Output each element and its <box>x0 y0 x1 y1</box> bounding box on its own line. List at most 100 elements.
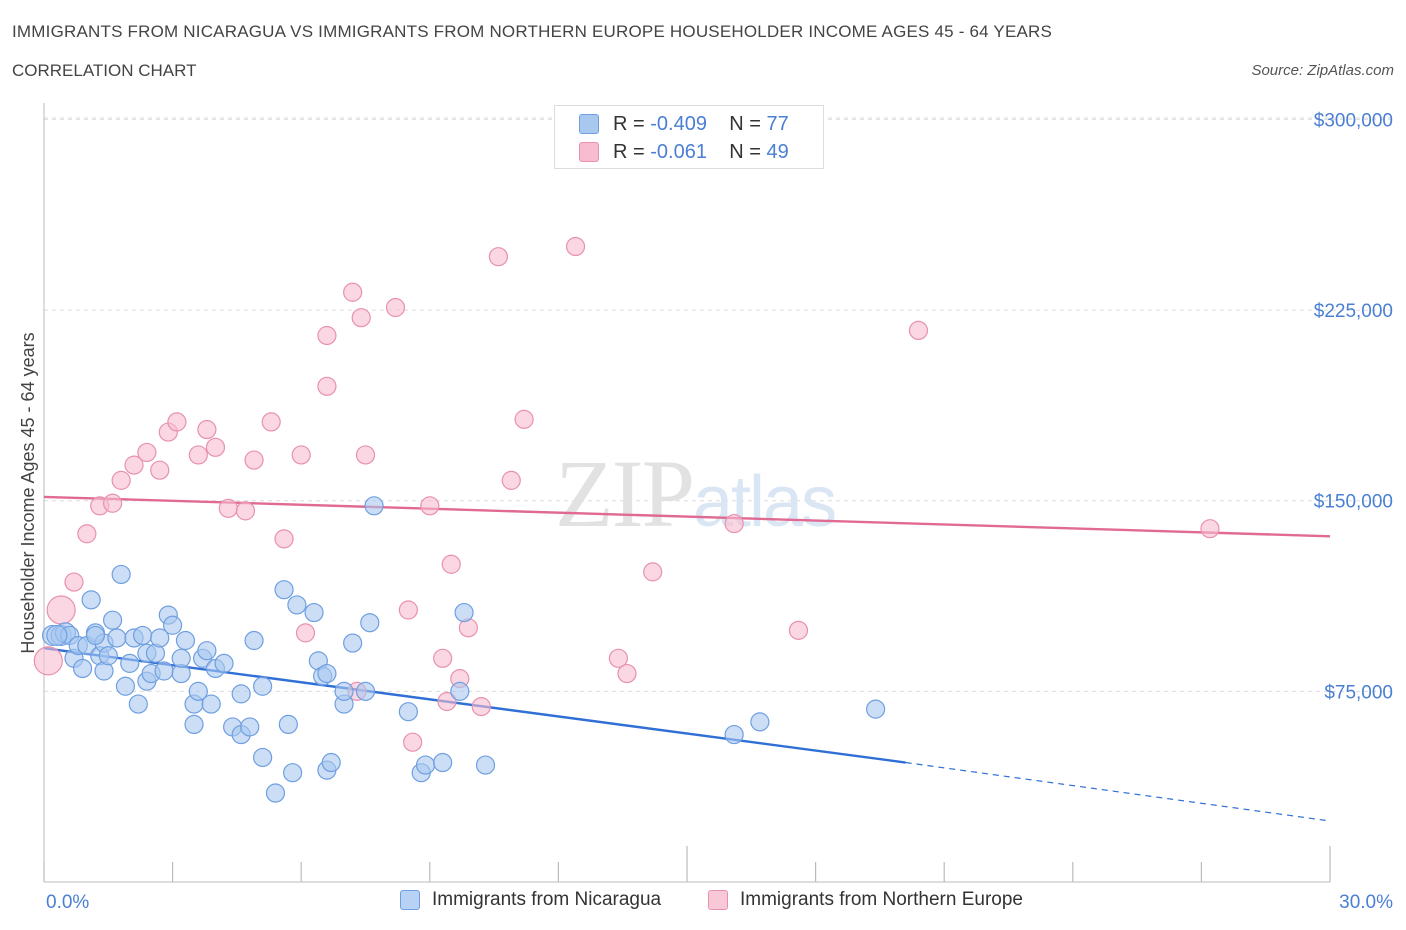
data-point <box>197 419 217 440</box>
data-point <box>317 376 337 396</box>
data-point <box>201 694 221 714</box>
data-point <box>433 752 453 773</box>
trend-line-extension <box>905 761 1331 822</box>
data-point <box>724 513 744 534</box>
stats-legend: R = -0.409 N = 77 R = -0.061 N = 49 <box>554 105 824 169</box>
data-point <box>132 625 153 646</box>
data-point <box>111 564 131 585</box>
data-point <box>608 648 629 668</box>
data-point <box>214 653 234 673</box>
data-point <box>398 702 418 722</box>
y-tick-label: $150,000 <box>1314 492 1393 513</box>
x-tick-label: 0.0% <box>46 892 89 913</box>
data-point <box>355 681 376 701</box>
data-point <box>120 653 140 673</box>
data-point <box>501 470 521 490</box>
data-point <box>287 595 307 615</box>
chart-subtitle: CORRELATION CHART <box>12 61 197 80</box>
source-label: Source: ZipAtlas.com <box>1251 62 1394 79</box>
legend-item-northern-europe[interactable]: Immigrants from Northern Europe <box>708 889 1023 911</box>
r-value: -0.061 <box>650 140 707 163</box>
data-point <box>150 628 170 648</box>
axes-layer <box>43 103 1331 883</box>
data-point <box>111 470 131 490</box>
y-tick-label: $225,000 <box>1314 301 1393 322</box>
data-point <box>317 325 337 346</box>
legend-item-nicaragua[interactable]: Immigrants from Nicaragua <box>400 889 661 911</box>
data-point <box>188 445 208 465</box>
data-point <box>420 496 440 516</box>
data-point <box>98 646 118 666</box>
data-point <box>295 623 316 643</box>
data-point <box>274 529 294 549</box>
data-point <box>171 648 191 668</box>
data-point <box>244 630 264 651</box>
data-point <box>265 783 286 803</box>
y-tick-label: $300,000 <box>1314 110 1393 131</box>
data-point <box>364 496 384 516</box>
data-point <box>283 763 303 783</box>
nicaragua-swatch <box>579 114 599 134</box>
r-label: R = <box>613 112 645 135</box>
data-point <box>244 450 264 470</box>
data-point <box>167 412 187 432</box>
data-point <box>197 641 217 661</box>
data-point <box>403 732 423 752</box>
data-point <box>205 437 226 457</box>
data-point <box>102 610 123 630</box>
x-tick-label: 30.0% <box>1339 892 1393 913</box>
y-axis-label: Householder Income Ages 45 - 64 years <box>18 332 38 653</box>
r-value: -0.409 <box>650 112 707 135</box>
data-point <box>175 630 196 651</box>
data-point <box>454 602 474 623</box>
y-tick-label: $75,000 <box>1324 682 1393 703</box>
data-point <box>115 676 136 696</box>
data-point <box>617 663 637 684</box>
data-point <box>163 615 183 635</box>
data-point <box>343 633 363 653</box>
data-point <box>351 308 371 328</box>
data-point <box>33 646 63 676</box>
northern-europe-swatch <box>579 142 599 162</box>
data-point <box>124 455 144 475</box>
data-point <box>137 442 157 463</box>
watermark-text: ZIPatlas <box>555 440 835 547</box>
data-point <box>908 320 929 340</box>
series-legend: Immigrants from Nicaragua Immigrants fro… <box>0 889 1406 917</box>
data-point <box>317 663 337 684</box>
data-point <box>437 691 457 712</box>
data-point <box>724 724 744 745</box>
data-point <box>77 524 97 544</box>
data-point <box>253 747 273 768</box>
n-value: 49 <box>766 140 789 163</box>
r-label: R = <box>613 140 645 163</box>
data-point <box>278 714 298 735</box>
data-point <box>72 658 93 679</box>
data-point <box>150 460 170 480</box>
grid-layer <box>44 117 1392 692</box>
n-label: N = <box>729 112 761 135</box>
n-value: 77 <box>766 112 789 135</box>
data-point <box>334 681 354 701</box>
data-point <box>107 628 127 648</box>
data-point <box>475 755 496 775</box>
data-point <box>218 498 238 518</box>
data-point <box>81 590 101 610</box>
data-point <box>240 717 260 737</box>
data-point <box>433 648 453 668</box>
data-point <box>46 624 68 647</box>
chart-title: IMMIGRANTS FROM NICARAGUA VS IMMIGRANTS … <box>12 22 1053 41</box>
stats-row-nicaragua: R = -0.409 N = 77 <box>579 111 789 137</box>
data-point <box>441 554 461 574</box>
data-point <box>231 684 251 704</box>
legend-label: Immigrants from Northern Europe <box>740 889 1023 910</box>
data-point <box>253 676 273 696</box>
data-point <box>235 501 256 521</box>
data-point <box>102 493 123 513</box>
data-point <box>450 681 470 701</box>
stats-row-northern-europe: R = -0.061 N = 49 <box>579 139 789 165</box>
data-point <box>188 681 208 701</box>
data-point <box>565 236 586 257</box>
data-point <box>643 562 663 582</box>
